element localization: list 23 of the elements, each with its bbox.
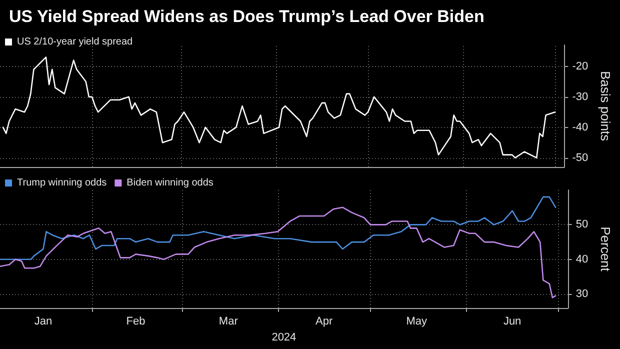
y-axis-title: Basis points — [598, 70, 613, 142]
chart-title: US Yield Spread Widens as Does Trump’s Lead Over Biden — [9, 7, 484, 26]
x-tick-label: Mar — [218, 316, 238, 328]
y-tick-label: 40 — [576, 253, 588, 266]
x-tick-label: Feb — [126, 316, 146, 328]
y-axis-title: Percent — [598, 226, 613, 272]
line-series — [0, 196, 556, 260]
y-tick-label: -50 — [572, 152, 588, 164]
legend-label: Trump winning odds — [17, 178, 107, 188]
y-tick-label: -20 — [572, 60, 588, 72]
y-tick-label: 50 — [576, 218, 588, 231]
legend-label: Biden winning odds — [126, 178, 214, 188]
line-series — [0, 206, 556, 298]
y-tick-label: -30 — [572, 90, 588, 103]
legend-label: US 2/10-year yield spread — [17, 36, 133, 48]
line-series — [2, 56, 556, 158]
x-tick-label: Jan — [34, 316, 52, 328]
x-tick-label: Jun — [503, 316, 522, 328]
x-tick-label: Apr — [315, 316, 333, 328]
x-axis-title: 2024 — [272, 331, 296, 344]
x-tick-label: May — [406, 316, 428, 328]
y-tick-label: 30 — [576, 288, 588, 300]
y-tick-label: -40 — [572, 121, 588, 134]
